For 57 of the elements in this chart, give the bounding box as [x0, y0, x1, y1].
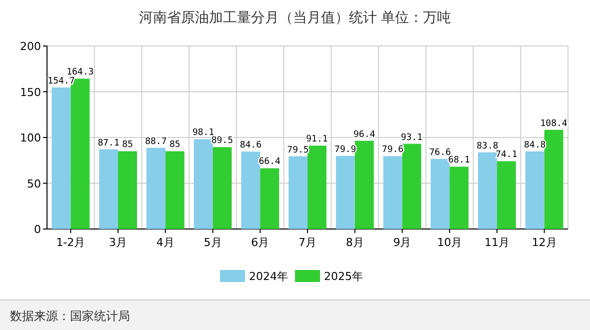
- chart-title: 河南省原油加工量分月（当月值）统计 单位：万吨: [138, 10, 452, 26]
- legend-label: 2024年: [249, 270, 288, 283]
- bar: [146, 148, 166, 229]
- bar: [450, 166, 469, 229]
- legend-label: 2025年: [324, 270, 363, 283]
- y-tick-label: 200: [20, 40, 41, 53]
- bar: [430, 158, 450, 229]
- bar: [354, 140, 374, 229]
- y-tick-label: 50: [27, 177, 41, 190]
- data-label: 164.3: [66, 68, 94, 78]
- x-tick-label: 7月: [298, 236, 316, 249]
- bar: [52, 87, 71, 229]
- data-label: 76.6: [429, 148, 451, 158]
- data-label: 85: [122, 140, 133, 150]
- bar: [118, 151, 137, 229]
- data-label: 66.4: [258, 157, 280, 168]
- x-tick-label: 4月: [156, 236, 174, 249]
- x-tick-label: 6月: [251, 236, 270, 249]
- bar: [496, 161, 516, 229]
- x-tick-label: 3月: [109, 236, 128, 249]
- bar: [260, 168, 280, 229]
- data-label: 93.1: [400, 132, 423, 143]
- data-label: 108.4: [540, 118, 568, 129]
- x-tick-label: 11月: [484, 236, 510, 249]
- y-tick-label: 100: [20, 132, 41, 144]
- data-label: 74.1: [496, 150, 518, 160]
- bar: [478, 152, 497, 229]
- data-label: 83.8: [476, 141, 498, 152]
- data-label: 85: [169, 140, 180, 150]
- data-label: 96.4: [353, 130, 376, 140]
- x-tick-label: 10月: [437, 236, 462, 249]
- x-tick-label: 12月: [532, 236, 557, 249]
- bar: [194, 139, 213, 229]
- bar: [383, 156, 402, 229]
- data-label: 84.6: [240, 140, 262, 151]
- bar: [308, 146, 326, 229]
- bar: [212, 147, 232, 229]
- bar: [99, 149, 118, 229]
- data-label: 89.5: [211, 136, 234, 146]
- bar: [525, 151, 544, 229]
- data-label: 68.1: [448, 156, 470, 166]
- bar: [288, 156, 308, 229]
- source-note: 数据来源：国家统计局: [10, 309, 130, 323]
- x-tick-label: 1-2月: [56, 236, 86, 249]
- data-label: 87.1: [98, 138, 120, 148]
- data-label: 91.1: [306, 134, 328, 145]
- data-label: 88.7: [145, 136, 167, 147]
- x-tick-label: 9月: [393, 236, 412, 249]
- bar: [402, 144, 422, 229]
- x-tick-label: 5月: [204, 236, 222, 249]
- bar: [544, 130, 564, 229]
- y-tick-label: 150: [20, 86, 41, 99]
- bar: [336, 156, 355, 229]
- bar: [165, 151, 184, 229]
- bar: [241, 152, 260, 229]
- y-tick-label: 0: [34, 223, 41, 236]
- x-tick-label: 8月: [346, 236, 364, 249]
